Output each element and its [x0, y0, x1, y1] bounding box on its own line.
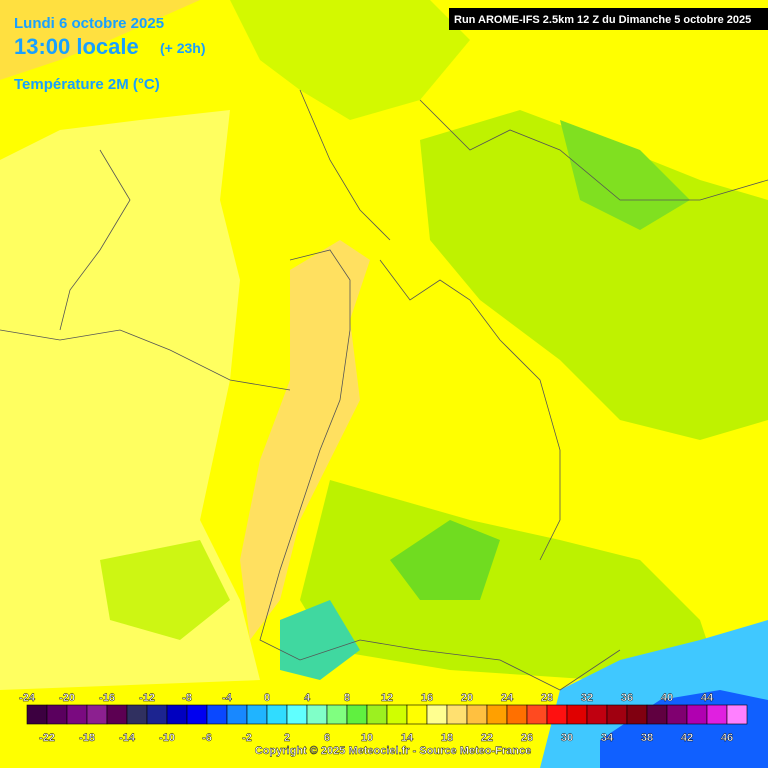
- colorbar-swatch: [706, 704, 728, 725]
- colorbar-swatch: [506, 704, 528, 725]
- colorbar-label: 2: [284, 732, 290, 744]
- colorbar-label: 16: [421, 692, 433, 704]
- colorbar-label: -14: [119, 732, 136, 744]
- colorbar-swatch: [286, 704, 308, 725]
- rhine-valley: [240, 240, 370, 640]
- colorbar-swatch: [626, 704, 648, 725]
- colorbar-swatch: [666, 704, 688, 725]
- colorbar-label: -22: [39, 732, 55, 744]
- colorbar-label: -8: [182, 692, 192, 704]
- colorbar-label: -12: [139, 692, 155, 704]
- colorbar-swatch: [206, 704, 228, 725]
- colorbar-swatch: [366, 704, 388, 725]
- colorbar-label: -20: [59, 692, 75, 704]
- colorbar-swatch: [586, 704, 608, 725]
- cool-area: [100, 540, 230, 640]
- colorbar-label: 0: [264, 692, 270, 704]
- colorbar-label: 32: [581, 692, 593, 704]
- colorbar-label: -24: [19, 692, 36, 704]
- colorbar-label: 22: [481, 732, 493, 744]
- cool-area: [560, 120, 690, 230]
- colorbar-label: 6: [324, 732, 330, 744]
- colorbar-label: 44: [701, 692, 714, 704]
- colorbar-label: 28: [541, 692, 553, 704]
- run-info: Run AROME-IFS 2.5km 12 Z du Dimanche 5 o…: [454, 14, 751, 26]
- border-lines: [0, 89, 768, 691]
- colorbar-swatch: [146, 704, 168, 725]
- colorbar-swatch: [126, 704, 148, 725]
- colorbar-label: 14: [401, 732, 414, 744]
- colorbar-swatch: [66, 704, 88, 725]
- colorbar-swatch: [386, 704, 408, 725]
- colorbar-swatch: [166, 704, 188, 725]
- colorbar-label: 8: [344, 692, 350, 704]
- colorbar-swatch: [46, 704, 68, 725]
- time: 13:00 locale: [14, 34, 139, 59]
- cool-area: [300, 480, 720, 680]
- colorbar-swatch: [106, 704, 128, 725]
- colorbar: -24 -20 -16 -12 -8 -4 0 4 8 12 16 20 24 28 32 36 40 44-22…: [19, 692, 748, 744]
- colorbar-swatch: [226, 704, 248, 725]
- colorbar-swatch: [686, 704, 708, 725]
- colorbar-label: 30: [561, 732, 573, 744]
- colorbar-label: -4: [222, 692, 233, 704]
- colorbar-swatch: [646, 704, 668, 725]
- colorbar-swatch: [246, 704, 268, 725]
- parameter: Température 2M (°C): [14, 76, 160, 93]
- colorbar-swatch: [466, 704, 488, 725]
- colorbar-label: -18: [79, 732, 95, 744]
- colorbar-label: 36: [621, 692, 633, 704]
- colorbar-label: 42: [681, 732, 693, 744]
- run-banner: [449, 8, 768, 30]
- colorbar-swatch: [406, 704, 428, 725]
- colorbar-label: 40: [661, 692, 673, 704]
- colorbar-swatch: [726, 704, 748, 725]
- colorbar-label: -10: [159, 732, 175, 744]
- colorbar-swatch: [606, 704, 628, 725]
- colorbar-swatch: [446, 704, 468, 725]
- cool-area: [390, 520, 500, 600]
- colorbar-swatch: [266, 704, 288, 725]
- colorbar-label: 10: [361, 732, 373, 744]
- date: Lundi 6 octobre 2025: [14, 15, 164, 32]
- colorbar-label: 46: [721, 732, 733, 744]
- colorbar-label: 26: [521, 732, 533, 744]
- colorbar-label: 12: [381, 692, 393, 704]
- colorbar-swatch: [86, 704, 108, 725]
- colorbar-swatch: [26, 704, 48, 725]
- colorbar-swatch: [306, 704, 328, 725]
- colorbar-label: -2: [242, 732, 252, 744]
- colorbar-swatch: [546, 704, 568, 725]
- colorbar-swatch: [526, 704, 548, 725]
- colorbar-label: 4: [304, 692, 311, 704]
- colorbar-label: 20: [461, 692, 473, 704]
- colorbar-label: -16: [99, 692, 115, 704]
- colorbar-swatch: [566, 704, 588, 725]
- colorbar-swatch: [326, 704, 348, 725]
- colorbar-swatch: [346, 704, 368, 725]
- colorbar-swatch: [186, 704, 208, 725]
- lead-time: (+ 23h): [160, 40, 206, 56]
- colorbar-label: 24: [501, 692, 514, 704]
- colorbar-swatch: [426, 704, 448, 725]
- colorbar-label: 38: [641, 732, 653, 744]
- copyright: Copyright © 2025 Meteociel.fr - Source M…: [255, 745, 531, 757]
- colorbar-swatch: [486, 704, 508, 725]
- warm-area: [0, 0, 200, 80]
- colorbar-label: 34: [601, 732, 614, 744]
- cool-area: [230, 0, 470, 120]
- colorbar-label: 18: [441, 732, 453, 744]
- colorbar-label: -6: [202, 732, 212, 744]
